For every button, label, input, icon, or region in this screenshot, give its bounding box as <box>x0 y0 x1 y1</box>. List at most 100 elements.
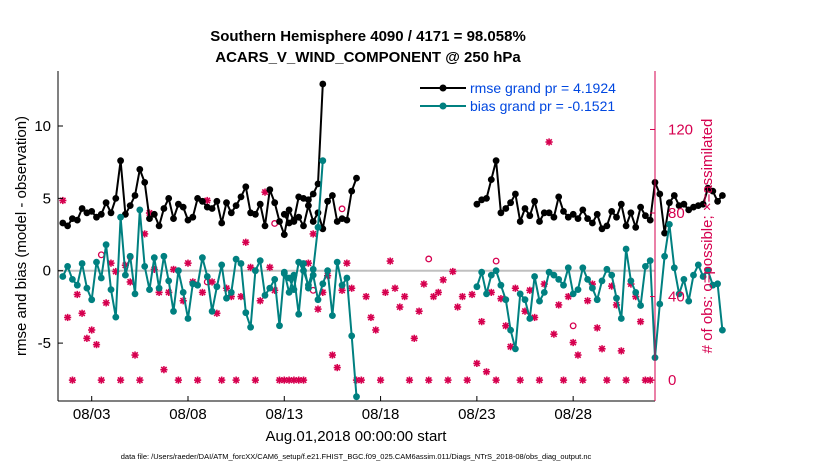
rmse-point <box>97 210 105 218</box>
obs-assimilated-marker <box>136 376 144 384</box>
obs-assimilated-marker <box>593 324 601 332</box>
bias-point <box>526 315 534 322</box>
bias-point <box>617 315 625 322</box>
bias-point <box>478 268 486 276</box>
tick-marks: 08/03 08/08 08/13 08/18 08/23 08/28 -5 0 5 10 0 40 8… <box>34 118 693 423</box>
obs-assimilated-marker <box>131 351 139 359</box>
rmse-point <box>271 199 279 207</box>
bias-point <box>117 213 124 221</box>
rmse-point <box>126 202 134 210</box>
rmse-point <box>709 187 717 195</box>
rmse-point <box>348 187 356 195</box>
obs-assimilated-marker <box>439 276 447 284</box>
rmse-point <box>280 231 288 239</box>
rmse-point <box>160 205 168 212</box>
bias-point <box>285 274 293 282</box>
bias-point <box>194 281 202 289</box>
bias-point <box>247 323 255 331</box>
obs-assimilated-marker <box>622 376 630 384</box>
bias-point <box>656 300 664 308</box>
plot-area <box>58 71 655 401</box>
rmse-point <box>598 225 606 233</box>
rmse-point <box>213 197 221 205</box>
bias-point <box>102 241 110 249</box>
bias-point <box>160 252 168 260</box>
bias-point <box>227 289 235 296</box>
bias-point <box>584 276 591 283</box>
bias-point <box>305 281 312 289</box>
rmse-point <box>492 157 500 165</box>
rmse-point <box>309 190 317 198</box>
obs-assimilated-marker <box>420 280 428 288</box>
obs-assimilated-marker <box>458 292 467 301</box>
bias-point <box>131 290 139 298</box>
obs-assimilated-marker <box>88 326 96 334</box>
obs-assimilated-marker <box>574 351 582 359</box>
rmse-point <box>252 210 259 218</box>
bias-point <box>550 271 558 279</box>
rmse-point <box>131 192 139 199</box>
obs-assimilated-marker <box>184 259 192 267</box>
obs-assimilated-marker <box>454 303 462 311</box>
obs-assimilated-marker <box>328 351 337 359</box>
obs-assimilated-marker <box>478 318 486 326</box>
obs-possible-marker <box>492 257 500 265</box>
obs-assimilated-marker <box>92 341 101 349</box>
bias-point <box>632 289 640 296</box>
rmse-point <box>699 200 707 208</box>
obs-assimilated-marker <box>545 138 553 146</box>
rmse-point <box>189 213 197 221</box>
bias-point <box>319 280 327 288</box>
rmse-point <box>560 208 567 215</box>
rmse-point <box>266 186 274 194</box>
bias-point <box>170 307 177 315</box>
x-tick-label: 08/03 <box>73 406 111 423</box>
rmse-point <box>526 212 534 220</box>
obs-assimilated-marker <box>266 263 274 271</box>
obs-assimilated-marker <box>116 376 125 384</box>
bias-point <box>218 261 226 269</box>
bias-point <box>338 281 346 289</box>
bias-point <box>521 296 529 304</box>
bias-point <box>637 302 644 309</box>
rmse-point <box>227 209 235 217</box>
obs-assimilated-marker <box>261 188 269 196</box>
bias-point <box>199 254 206 262</box>
x-tick-label: 08/28 <box>554 406 592 423</box>
bias-point <box>670 264 678 272</box>
rmse-point <box>589 219 596 227</box>
bias-point <box>531 273 538 280</box>
y-tick-label: 10 <box>34 118 51 135</box>
rmse-point <box>309 218 317 225</box>
obs-assimilated-marker <box>218 376 226 384</box>
bias-point <box>261 291 269 299</box>
x-tick-label: 08/18 <box>362 406 400 423</box>
rmse-point <box>550 213 558 221</box>
rmse-point <box>584 215 591 223</box>
obs-assimilated-marker <box>285 376 293 384</box>
obs-assimilated-marker <box>511 284 519 292</box>
rmse-point <box>670 192 678 199</box>
legend: rmse grand pr = 4.1924 bias grand pr = -… <box>420 80 616 114</box>
obs-assimilated-marker <box>73 290 81 299</box>
obs-assimilated-marker <box>415 307 423 315</box>
rmse-point <box>521 205 529 212</box>
rmse-point <box>324 197 331 205</box>
rmse-point <box>483 195 490 202</box>
bias-point <box>685 297 693 305</box>
y-tick-label: 0 <box>43 263 51 280</box>
rmse-point <box>473 200 481 208</box>
bias-point <box>107 286 115 293</box>
rmse-point <box>719 192 726 199</box>
obs-assimilated-marker <box>425 376 433 384</box>
rmse-point <box>155 222 163 230</box>
obs-assimilated-marker <box>102 299 110 307</box>
bias-point <box>560 281 567 289</box>
rmse-point <box>632 223 640 231</box>
y-tick-label: 5 <box>43 190 51 207</box>
x-tick-label: 08/23 <box>458 406 496 423</box>
y-tick-label: -5 <box>38 335 51 352</box>
legend-rmse-marker <box>439 84 447 92</box>
x-axis-label: Aug.01,2018 00:00:00 start <box>266 428 448 445</box>
rmse-point <box>608 208 616 215</box>
